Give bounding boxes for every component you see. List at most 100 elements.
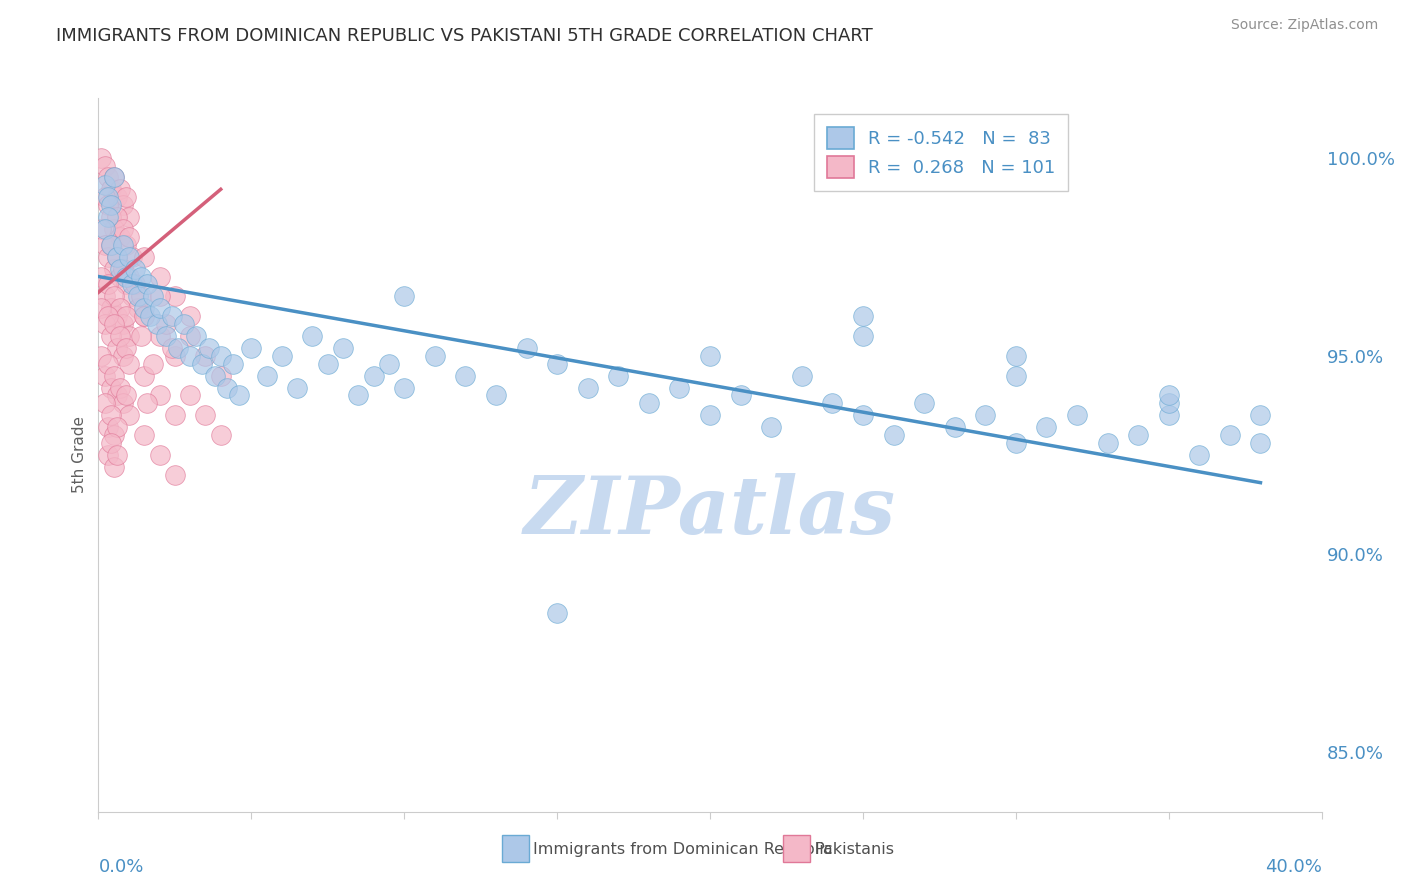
Point — [163, 409, 186, 423]
Point — [103, 459, 125, 474]
Point — [167, 341, 190, 355]
Point — [93, 289, 115, 303]
Point — [97, 448, 120, 462]
Point — [97, 420, 120, 434]
Point — [118, 230, 141, 244]
Point — [145, 317, 167, 331]
Point — [103, 368, 125, 383]
Point — [118, 357, 141, 371]
Point — [454, 368, 477, 383]
Point — [179, 349, 201, 363]
Point — [139, 309, 162, 323]
Bar — [502, 835, 529, 862]
Point — [1249, 436, 1271, 450]
Point — [197, 341, 219, 355]
Point — [129, 289, 152, 303]
Text: ZIPatlas: ZIPatlas — [524, 474, 896, 550]
Point — [115, 237, 138, 252]
Point — [974, 409, 997, 423]
Point — [1219, 428, 1241, 442]
Point — [790, 368, 813, 383]
Point — [1035, 420, 1057, 434]
Point — [1066, 409, 1088, 423]
Point — [100, 210, 122, 224]
Point — [163, 289, 186, 303]
Text: Pakistanis: Pakistanis — [814, 842, 894, 857]
Point — [134, 309, 156, 323]
Point — [90, 222, 112, 236]
Point — [118, 269, 141, 284]
Point — [392, 289, 416, 303]
Point — [105, 210, 128, 224]
Point — [1004, 436, 1026, 450]
Point — [215, 380, 238, 394]
Point — [191, 357, 214, 371]
Point — [204, 368, 226, 383]
Point — [179, 329, 201, 343]
Point — [93, 396, 115, 410]
Point — [93, 190, 115, 204]
Point — [100, 409, 122, 423]
Point — [90, 301, 112, 316]
Point — [108, 329, 131, 343]
Point — [111, 222, 134, 236]
Point — [912, 396, 935, 410]
Point — [127, 289, 149, 303]
Point — [209, 349, 232, 363]
Point — [576, 380, 599, 394]
Point — [163, 467, 186, 482]
Point — [149, 388, 172, 402]
Point — [142, 357, 165, 371]
Point — [347, 388, 370, 402]
Point — [118, 409, 141, 423]
Point — [270, 349, 292, 363]
Point — [100, 436, 122, 450]
Point — [100, 237, 122, 252]
Point — [668, 380, 690, 394]
Point — [149, 269, 172, 284]
Point — [121, 250, 143, 264]
Point — [100, 301, 122, 316]
Point — [97, 190, 120, 204]
Point — [1128, 428, 1150, 442]
Point — [97, 210, 120, 224]
Point — [316, 357, 339, 371]
Legend: R = -0.542   N =  83, R =  0.268   N = 101: R = -0.542 N = 83, R = 0.268 N = 101 — [814, 114, 1069, 191]
Point — [97, 198, 120, 212]
Point — [100, 329, 122, 343]
Point — [111, 396, 134, 410]
Point — [90, 269, 112, 284]
Point — [1157, 396, 1180, 410]
Text: 0.0%: 0.0% — [98, 858, 143, 876]
Point — [93, 237, 115, 252]
Point — [134, 301, 156, 316]
Point — [149, 329, 172, 343]
Point — [97, 277, 120, 292]
Point — [118, 210, 141, 224]
Text: Source: ZipAtlas.com: Source: ZipAtlas.com — [1230, 18, 1378, 32]
Point — [108, 261, 131, 276]
Point — [516, 341, 538, 355]
Point — [142, 289, 165, 303]
Point — [149, 289, 172, 303]
Point — [93, 159, 115, 173]
Point — [108, 230, 131, 244]
Point — [111, 349, 134, 363]
Point — [699, 409, 721, 423]
Point — [160, 341, 183, 355]
Point — [194, 349, 217, 363]
Point — [943, 420, 966, 434]
Point — [485, 388, 508, 402]
Point — [637, 396, 661, 410]
Point — [111, 317, 134, 331]
Point — [730, 388, 752, 402]
Point — [155, 317, 177, 331]
Point — [121, 289, 143, 303]
Point — [121, 277, 143, 292]
Point — [97, 250, 120, 264]
Point — [607, 368, 630, 383]
Point — [256, 368, 278, 383]
Point — [852, 329, 875, 343]
Point — [108, 380, 131, 394]
Point — [173, 317, 195, 331]
